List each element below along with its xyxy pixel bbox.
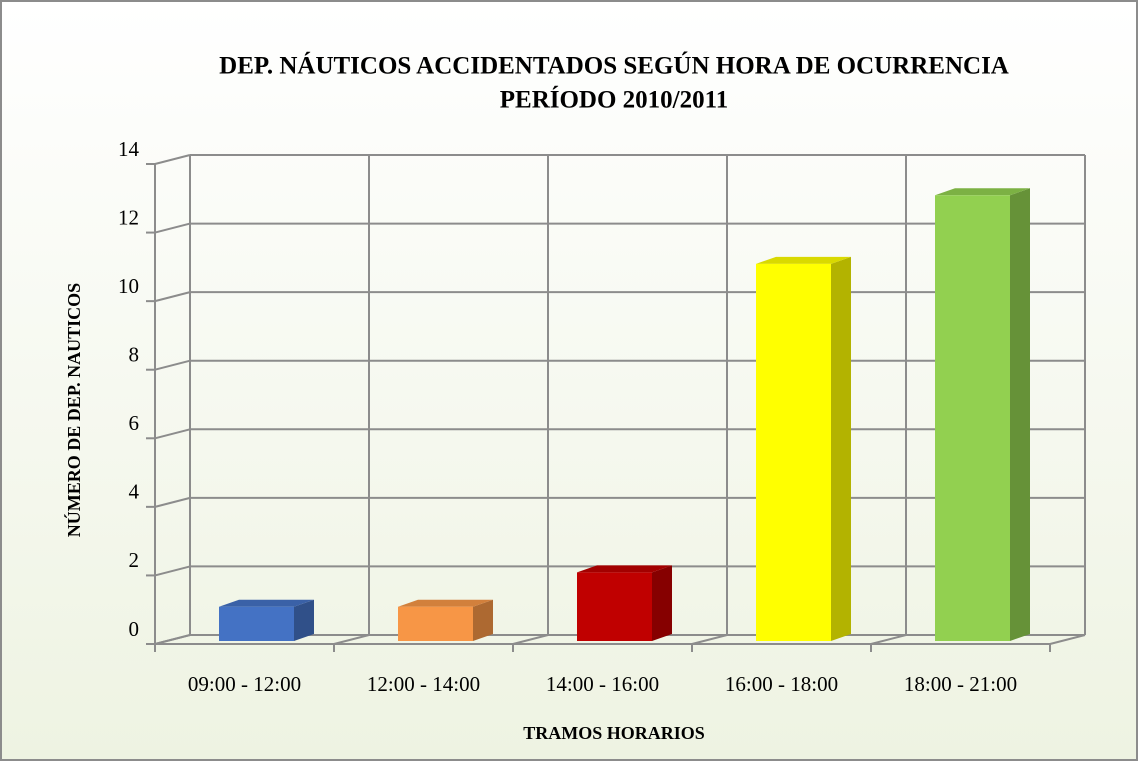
x-tick-label: 18:00 - 21:00 xyxy=(904,672,1017,696)
side-grid-line xyxy=(154,359,191,371)
bar-top xyxy=(219,599,314,607)
x-tick-label: 12:00 - 14:00 xyxy=(367,672,480,696)
x-tick-label: 16:00 - 18:00 xyxy=(725,672,838,696)
bar-top xyxy=(398,599,493,607)
bar-side xyxy=(473,599,493,641)
y-tick-label: 10 xyxy=(118,274,139,298)
side-grid-line xyxy=(154,565,191,577)
side-grid-line xyxy=(154,496,191,508)
floor-line xyxy=(512,634,549,645)
y-tick-label: 4 xyxy=(129,480,140,504)
bar xyxy=(398,606,473,641)
floor-line xyxy=(333,634,370,645)
bar xyxy=(756,263,831,641)
y-tick-label: 8 xyxy=(129,343,140,367)
chart-title: DEP. NÁUTICOS ACCIDENTADOS SEGÚN HORA DE… xyxy=(219,52,1009,80)
side-grid-line xyxy=(154,428,191,440)
y-tick-label: 14 xyxy=(118,137,140,161)
y-tick-label: 0 xyxy=(129,617,140,641)
side-grid-line xyxy=(154,154,191,165)
y-axis-title: NÚMERO DE DEP. NAUTICOS xyxy=(63,283,84,537)
bar-side xyxy=(294,599,314,641)
y-tick-label: 2 xyxy=(129,548,140,572)
floor-line xyxy=(691,634,728,645)
bar-side xyxy=(831,256,851,641)
side-grid-line xyxy=(154,291,191,303)
x-tick-label: 09:00 - 12:00 xyxy=(188,672,301,696)
floor-line xyxy=(1049,634,1086,645)
bar xyxy=(577,572,652,641)
chart-title: PERÍODO 2010/2011 xyxy=(500,86,729,114)
bar-top xyxy=(577,565,672,573)
x-tick-label: 14:00 - 16:00 xyxy=(546,672,659,696)
bar-side xyxy=(652,565,672,641)
bar-top xyxy=(935,188,1030,196)
bar xyxy=(219,606,294,641)
bar xyxy=(935,195,1010,642)
x-axis-title: TRAMOS HORARIOS xyxy=(523,723,705,743)
side-grid-line xyxy=(154,634,191,645)
floor-line xyxy=(870,634,907,645)
y-tick-label: 6 xyxy=(129,411,140,435)
y-tick-label: 12 xyxy=(118,205,139,229)
bar-side xyxy=(1010,188,1030,642)
side-grid-line xyxy=(154,222,191,234)
bar-top xyxy=(756,256,851,264)
